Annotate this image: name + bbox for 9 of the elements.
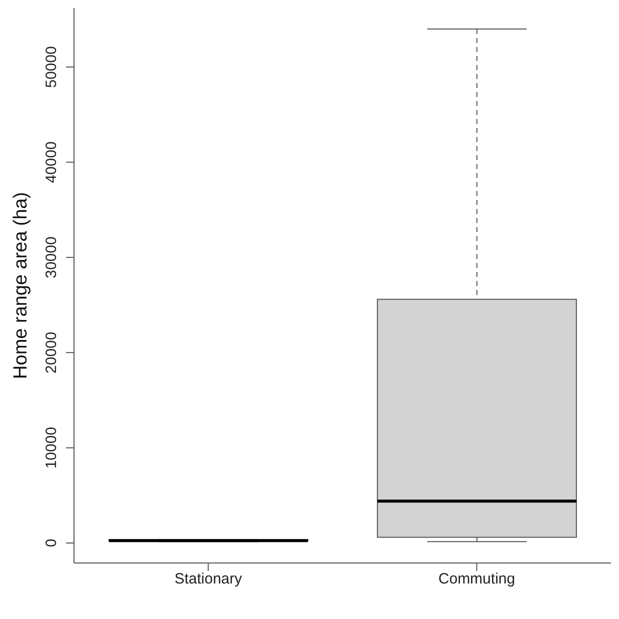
y-tick-label: 30000: [43, 236, 60, 278]
y-tick-label: 50000: [43, 46, 60, 88]
y-tick-label: 40000: [43, 141, 60, 184]
x-tick-label: Commuting: [438, 570, 516, 588]
y-tick-label: 20000: [43, 332, 60, 374]
y-axis-title: Home range area (ha): [10, 192, 32, 379]
y-tick-label: 0: [43, 538, 60, 548]
x-tick-label: Stationary: [174, 570, 243, 588]
y-tick-label: 10000: [43, 426, 60, 469]
